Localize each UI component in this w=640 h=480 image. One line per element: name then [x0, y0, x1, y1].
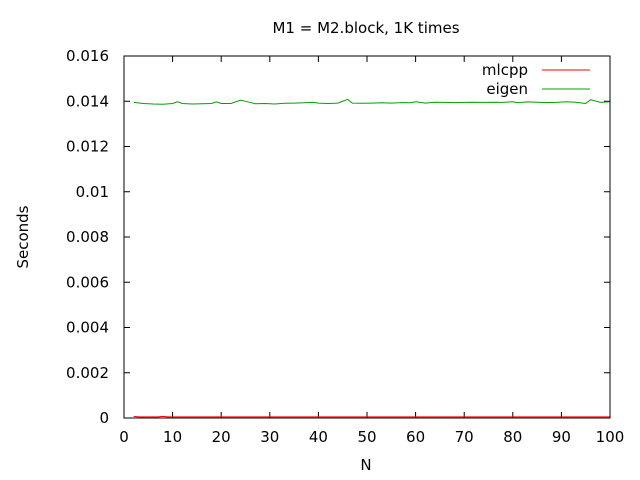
y-axis-label: Seconds: [14, 205, 32, 268]
y-tick-label: 0.006: [66, 273, 109, 291]
x-axis-label: N: [360, 456, 371, 474]
x-tick-label: 30: [260, 428, 279, 446]
y-tick-label: 0.016: [66, 47, 109, 65]
series-line-eigen: [133, 98, 611, 105]
x-tick-label: 90: [552, 428, 571, 446]
y-tick-label: 0: [99, 409, 109, 427]
x-tick-label: 60: [406, 428, 425, 446]
plot-series: [133, 98, 611, 418]
legend-label-mlcpp: mlcpp: [482, 61, 528, 79]
legend-label-eigen: eigen: [486, 80, 528, 98]
chart-title: M1 = M2.block, 1K times: [272, 19, 459, 37]
x-tick-label: 20: [212, 428, 231, 446]
y-tick-label: 0.004: [66, 319, 109, 337]
x-tick-label: 80: [503, 428, 522, 446]
x-tick-label: 70: [455, 428, 474, 446]
x-tick-label: 0: [119, 428, 129, 446]
y-tick-label: 0.008: [66, 228, 109, 246]
x-tick-label: 10: [163, 428, 182, 446]
x-tick-label: 50: [357, 428, 376, 446]
axis-tick-labels: 0 10 20 30 40 50 60 70 80 90 100 0 0.002 0.004 0.006 0.…: [66, 47, 624, 446]
x-tick-label: 40: [309, 428, 328, 446]
y-tick-label: 0.012: [66, 138, 109, 156]
x-tick-label: 100: [596, 428, 625, 446]
y-tick-label: 0.01: [76, 183, 109, 201]
series-line-mlcpp: [133, 415, 610, 418]
plot-frame: [123, 55, 611, 419]
y-tick-label: 0.002: [66, 364, 109, 382]
y-tick-label: 0.014: [66, 92, 109, 110]
